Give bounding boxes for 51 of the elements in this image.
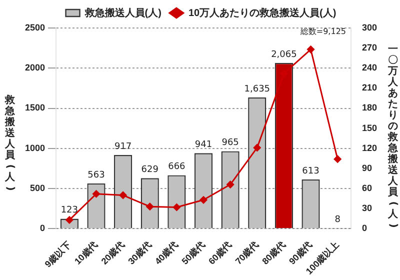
y2-tick-label: 150	[362, 122, 378, 133]
annotation: 総数=9,125	[300, 26, 346, 37]
data-label: 2,065	[271, 50, 297, 60]
y-tick-label: 0	[40, 223, 46, 234]
point	[226, 180, 234, 188]
y-tick-label: 500	[30, 183, 46, 194]
x-tick-label: 80歳代	[260, 240, 288, 266]
data-label: 123	[60, 206, 78, 216]
y2-tick-label: 30	[362, 203, 372, 214]
y2-tick-label: 270	[362, 42, 378, 53]
data-label: 8	[334, 214, 341, 225]
point	[200, 196, 208, 204]
point	[92, 190, 100, 198]
x-tick-label: 9歳以下	[42, 240, 73, 270]
data-label: 563	[88, 170, 105, 180]
point	[146, 202, 154, 210]
point	[119, 191, 127, 199]
point	[334, 155, 342, 163]
point	[307, 46, 315, 54]
y-tick-label: 2500	[24, 22, 46, 32]
x-tick-label: 60歳代	[206, 240, 234, 266]
x-tick-label: 20歳代	[99, 240, 126, 266]
point	[253, 144, 261, 152]
x-tick-label: 50歳代	[180, 240, 207, 266]
y2-tick-label: 180	[362, 102, 378, 113]
point	[172, 204, 180, 211]
y2-tick-label: 120	[362, 142, 378, 153]
x-tick-label: 30歳代	[126, 240, 154, 266]
data-label: 613	[302, 166, 320, 176]
y2-tick-label: 240	[362, 62, 378, 73]
data-label: 666	[168, 162, 186, 172]
y2-tick-label: 300	[362, 22, 378, 32]
x-tick-label: 40歳代	[152, 240, 180, 266]
data-label: 1,635	[244, 84, 270, 94]
x-tick-label: 10歳代	[72, 240, 100, 266]
y2-tick-label: 210	[362, 82, 378, 93]
legend-label: 救急搬送人員(人)	[84, 6, 162, 19]
y-tick-label: 2000	[24, 62, 46, 73]
x-tick-label: 70歳代	[233, 240, 260, 266]
y2-tick-label: 60	[362, 183, 372, 194]
y-tick-label: 1000	[24, 142, 46, 153]
data-label: 965	[222, 138, 239, 148]
data-label: 941	[194, 140, 212, 150]
data-label: 629	[141, 165, 159, 176]
text: 救急搬送人員(人)	[4, 95, 16, 191]
legend-label: 10万人あたりの救急搬送人員(人)	[188, 6, 336, 19]
y2-tick-label: 0	[362, 223, 367, 234]
y2-tick-label: 90	[362, 162, 372, 173]
data-label: 917	[114, 142, 132, 152]
text: 一〇万人あたりの救急搬送人員(人)	[388, 44, 398, 228]
y-tick-label: 1500	[24, 102, 46, 113]
